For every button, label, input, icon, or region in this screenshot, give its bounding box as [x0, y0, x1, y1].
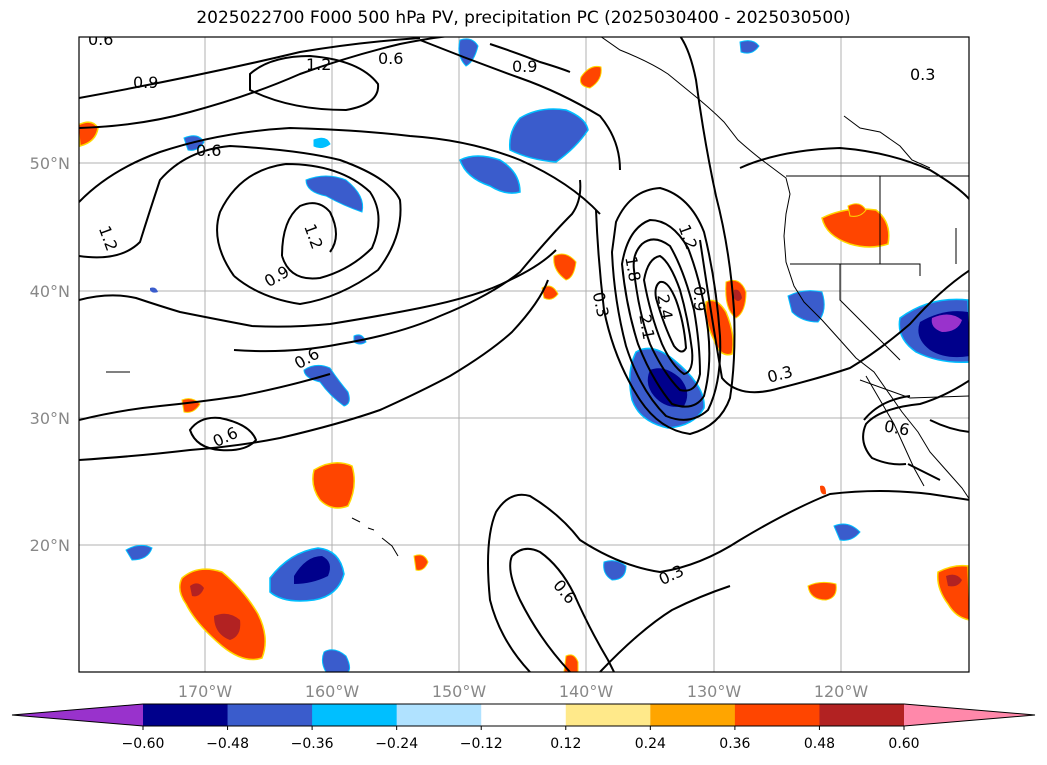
colorbar-tick-label: −0.24 [375, 736, 418, 752]
lat-label: 30°N [30, 409, 70, 428]
pv-contours [79, 37, 969, 672]
lon-label: 160°W [305, 682, 360, 701]
colorbar: −0.60 −0.48 −0.36 −0.24 −0.12 0.12 0.24 0.36 0.4… [11, 703, 1036, 752]
lon-label: 170°W [178, 682, 233, 701]
colorbar-segment [565, 704, 651, 726]
contour-label: 0.6 [883, 416, 911, 439]
lon-label: 140°W [559, 682, 614, 701]
lat-label: 40°N [30, 282, 70, 301]
contour-label: 2.4 [653, 293, 676, 321]
map-frame [78, 36, 970, 673]
colorbar-tick-label: −0.36 [291, 736, 334, 752]
contour-label: 0.6 [196, 141, 221, 160]
colorbar-segment [481, 704, 567, 726]
colorbar-extend-max [904, 704, 1035, 726]
colorbar-tick-label: 0.12 [550, 736, 581, 752]
colorbar-tick-label: 0.60 [888, 736, 919, 752]
lat-label: 50°N [30, 154, 70, 173]
colorbar-tick-label: −0.60 [122, 736, 165, 752]
colorbar-segment [734, 704, 820, 726]
contour-label: 0.9 [133, 73, 158, 92]
contour-label: 2.1 [635, 313, 658, 341]
coastlines [106, 37, 969, 557]
colorbar-segment [396, 704, 482, 726]
colorbar-segment [312, 704, 398, 726]
colorbar-tick-label: 0.48 [804, 736, 835, 752]
contour-label: 0.6 [88, 30, 113, 49]
latitude-labels: 50°N 40°N 30°N 20°N [30, 154, 70, 555]
contour-label: 1.8 [621, 255, 644, 283]
lat-label: 20°N [30, 536, 70, 555]
colorbar-tick-label: 0.24 [635, 736, 666, 752]
lon-label: 150°W [432, 682, 487, 701]
gridlines [79, 37, 969, 672]
colorbar-tick-label: −0.48 [206, 736, 249, 752]
colorbar-tick-label: 0.36 [719, 736, 750, 752]
contour-label: 0.9 [512, 57, 537, 76]
colorbar-segment [819, 704, 905, 726]
lon-label: 130°W [687, 682, 742, 701]
contour-label: 0.3 [589, 290, 613, 319]
map-area: 0.6 0.9 1.2 0.6 0.9 0.3 0.6 1.2 1.2 0.9 … [79, 30, 969, 672]
contour-label: 0.9 [690, 286, 709, 311]
colorbar-extend-min [12, 704, 143, 726]
contour-label: 0.6 [378, 49, 403, 68]
contour-label: 0.3 [910, 65, 935, 84]
contour-label: 1.2 [306, 55, 331, 74]
map-title: 2025022700 F000 500 hPa PV, precipitatio… [196, 8, 851, 28]
colorbar-segment [650, 704, 736, 726]
colorbar-segment [143, 704, 229, 726]
longitude-labels: 170°W 160°W 150°W 140°W 130°W 120°W [178, 682, 869, 701]
colorbar-segment [227, 704, 313, 726]
lon-label: 120°W [814, 682, 869, 701]
colorbar-tick-label: −0.12 [460, 736, 503, 752]
